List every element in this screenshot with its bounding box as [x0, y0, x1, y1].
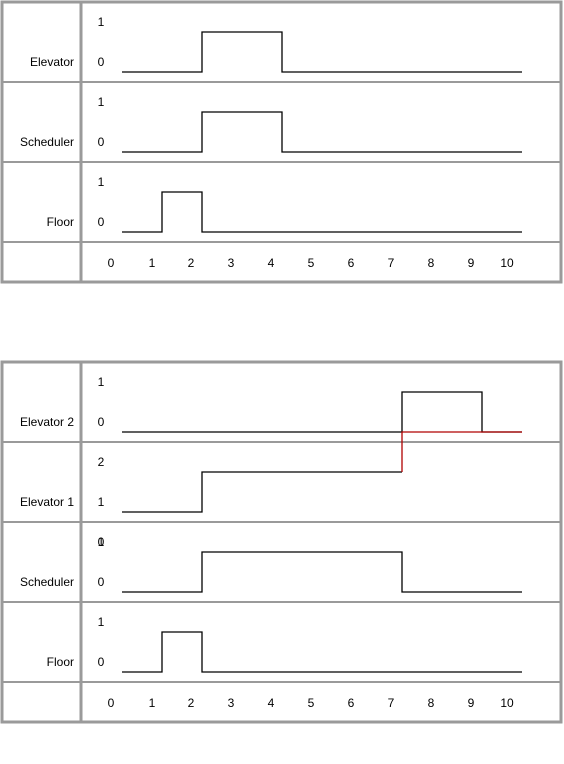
- time-axis: 0 1 2 3 4 5 6 7 8 9 10: [108, 256, 514, 270]
- signal-row: Floor 1 0: [47, 615, 522, 673]
- row-label: Floor: [47, 215, 74, 229]
- time-tick-label: 5: [308, 256, 315, 270]
- level-label: 0: [98, 655, 105, 669]
- time-tick-label: 4: [268, 696, 275, 710]
- level-label: 0: [98, 535, 105, 549]
- level-label: 1: [98, 15, 105, 29]
- time-tick-label: 9: [468, 696, 475, 710]
- level-label: 0: [98, 55, 105, 69]
- time-tick-label: 5: [308, 696, 315, 710]
- time-axis: 0 1 2 3 4 5 6 7 8 9 10: [108, 696, 514, 710]
- time-tick-label: 10: [500, 696, 514, 710]
- signal-waveform-highlight: [401, 431, 522, 472]
- row-label: Floor: [47, 655, 74, 669]
- signal-waveform: [122, 471, 402, 513]
- level-label: 0: [98, 415, 105, 429]
- row-label: Scheduler: [20, 135, 74, 149]
- level-label: 0: [98, 575, 105, 589]
- level-label: 1: [98, 175, 105, 189]
- level-label: 0: [98, 135, 105, 149]
- time-tick-label: 8: [428, 696, 435, 710]
- signal-waveform: [122, 391, 522, 433]
- time-tick-label: 4: [268, 256, 275, 270]
- row-label: Elevator 1: [20, 495, 74, 509]
- level-label: 1: [98, 535, 105, 549]
- diagram-frame: [0, 360, 563, 724]
- time-tick-label: 2: [188, 256, 195, 270]
- signal-waveform: [122, 191, 522, 233]
- signal-row: Scheduler 1 0: [20, 95, 522, 153]
- signal-waveform: [122, 631, 522, 673]
- time-tick-label: 6: [348, 696, 355, 710]
- signal-row: Floor 1 0: [47, 175, 522, 233]
- signal-row: Elevator 2 1 0: [20, 375, 522, 433]
- signal-waveform: [122, 31, 522, 73]
- time-tick-label: 7: [388, 696, 395, 710]
- diagram-frame: [0, 0, 563, 284]
- time-tick-label: 9: [468, 256, 475, 270]
- level-label: 0: [98, 215, 105, 229]
- level-label: 1: [98, 375, 105, 389]
- row-label: Elevator: [30, 55, 74, 69]
- time-tick-label: 1: [149, 256, 156, 270]
- signal-row: Elevator 1 0: [30, 15, 522, 73]
- time-tick-label: 8: [428, 256, 435, 270]
- level-label: 1: [98, 95, 105, 109]
- time-tick-label: 3: [228, 256, 235, 270]
- time-tick-label: 7: [388, 256, 395, 270]
- level-label: 1: [98, 615, 105, 629]
- time-tick-label: 3: [228, 696, 235, 710]
- row-label: Scheduler: [20, 575, 74, 589]
- signal-waveform: [122, 111, 522, 153]
- time-tick-label: 2: [188, 696, 195, 710]
- level-label: 1: [98, 495, 105, 509]
- row-label: Elevator 2: [20, 415, 74, 429]
- time-tick-label: 1: [149, 696, 156, 710]
- time-tick-label: 6: [348, 256, 355, 270]
- level-label: 2: [98, 455, 105, 469]
- time-tick-label: 0: [108, 696, 115, 710]
- signal-waveform: [122, 551, 522, 593]
- time-tick-label: 10: [500, 256, 514, 270]
- time-tick-label: 0: [108, 256, 115, 270]
